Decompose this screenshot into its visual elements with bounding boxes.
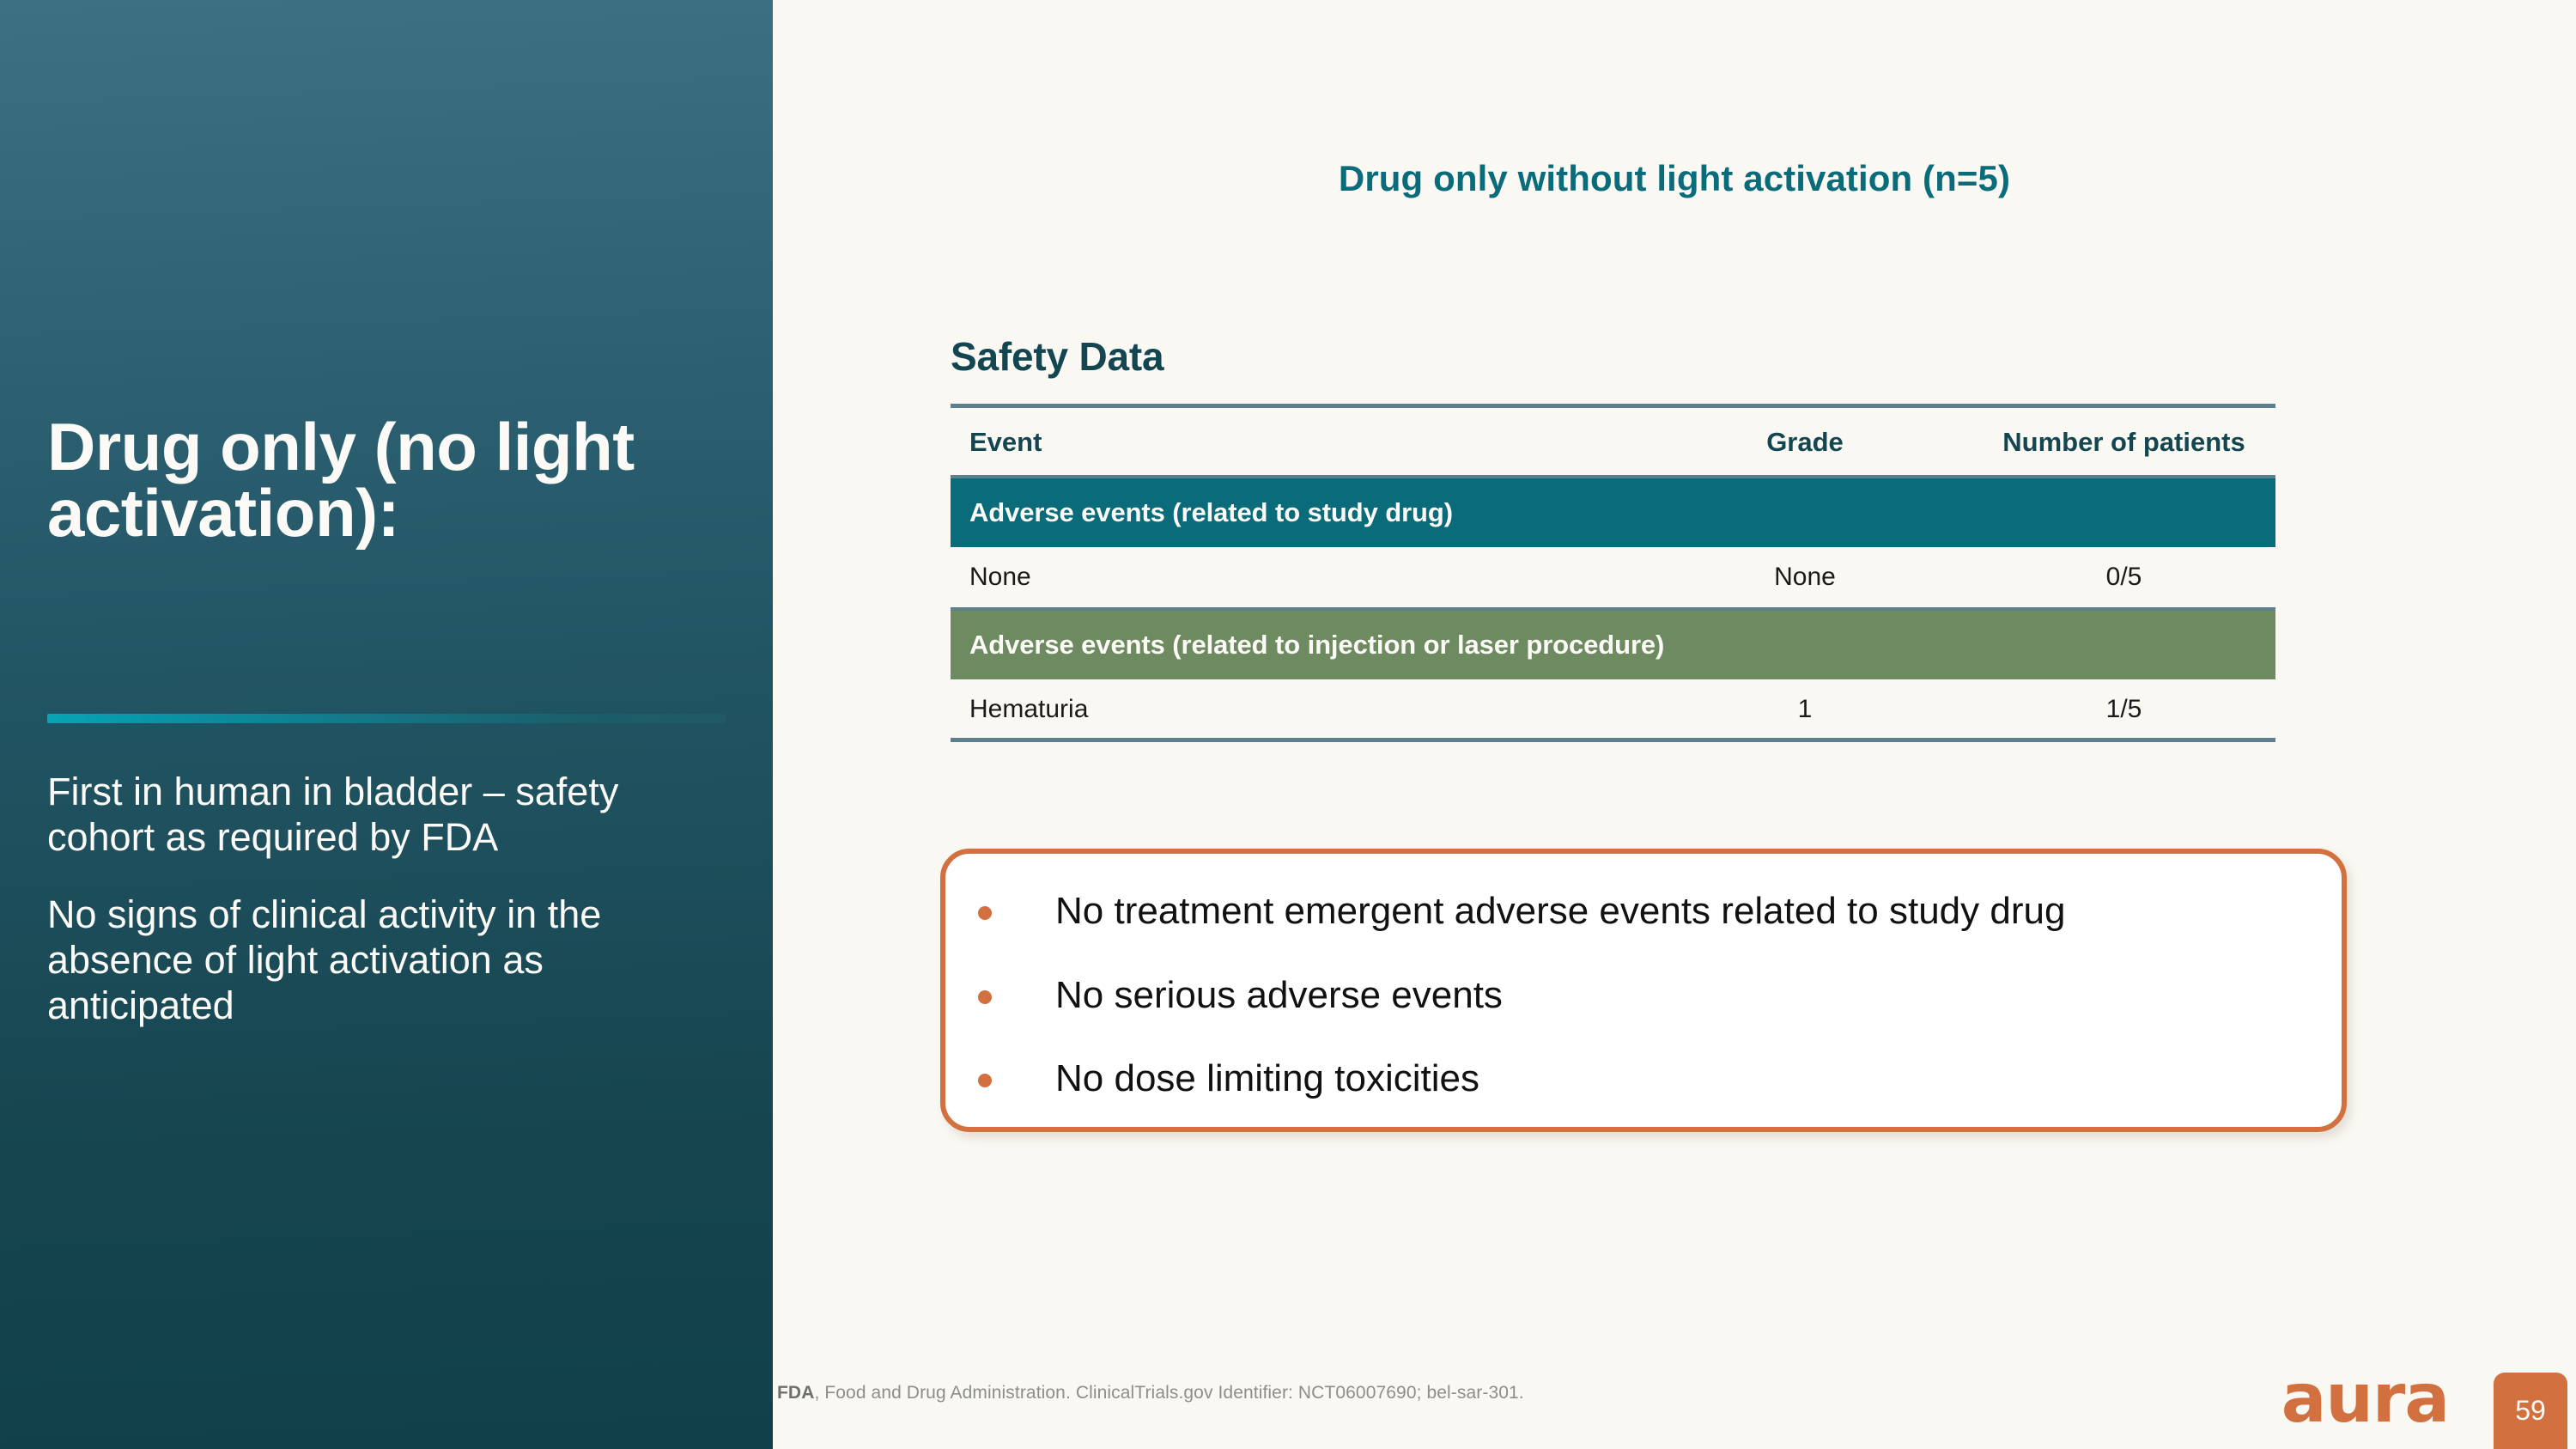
callout-list-item: No dose limiting toxicities xyxy=(945,1057,2342,1101)
sidebar-content: Drug only (no light activation): First i… xyxy=(47,0,726,1449)
cell-grade: 1 xyxy=(1637,679,1972,742)
cell-event: Hematuria xyxy=(951,679,1637,742)
callout-item-text: No serious adverse events xyxy=(1055,973,1503,1016)
table-row: None None 0/5 xyxy=(951,547,2275,609)
safety-data-table: Event Grade Number of patients Adverse e… xyxy=(951,404,2275,742)
sidebar-panel: Drug only (no light activation): First i… xyxy=(0,0,773,1449)
table-section-row-injection-laser: Adverse events (related to injection or … xyxy=(951,607,2275,679)
section-row-label: Adverse events (related to injection or … xyxy=(951,607,2275,679)
callout-item-text: No dose limiting toxicities xyxy=(1055,1057,1479,1100)
column-header-patients: Number of patients xyxy=(1972,404,2275,477)
section-row-label: Adverse events (related to study drug) xyxy=(951,475,2275,547)
table-section-row-study-drug: Adverse events (related to study drug) xyxy=(951,475,2275,547)
column-header-grade: Grade xyxy=(1637,404,1972,477)
table-row: Hematuria 1 1/5 xyxy=(951,679,2275,742)
sidebar-body: First in human in bladder – safety cohor… xyxy=(47,769,665,1028)
main-content: Drug only without light activation (n=5)… xyxy=(773,0,2576,1449)
accent-divider xyxy=(47,714,726,723)
table-header-row: Event Grade Number of patients xyxy=(951,404,2275,477)
aura-logo: aura xyxy=(2281,1361,2450,1438)
sidebar-paragraph-1: First in human in bladder – safety cohor… xyxy=(47,770,619,860)
bullet-dot-icon xyxy=(978,989,992,1004)
table-body: Adverse events (related to study drug) N… xyxy=(951,475,2275,742)
footnote-abbreviation: FDA xyxy=(777,1383,815,1403)
section-heading-safety-data: Safety Data xyxy=(951,334,1164,379)
bullet-dot-icon xyxy=(978,1074,992,1088)
cell-patients: 1/5 xyxy=(1972,679,2275,742)
column-header-event: Event xyxy=(951,404,1637,477)
cell-patients: 0/5 xyxy=(2105,563,2142,591)
key-findings-callout: No treatment emergent adverse events rel… xyxy=(940,849,2347,1132)
cell-grade: None xyxy=(1774,563,1836,591)
callout-item-text: No treatment emergent adverse events rel… xyxy=(1055,890,2066,932)
footnote: FDA, Food and Drug Administration. Clini… xyxy=(777,1383,1524,1403)
bullet-dot-icon xyxy=(978,906,992,920)
callout-list-item: No treatment emergent adverse events rel… xyxy=(945,890,2342,934)
footnote-text: , Food and Drug Administration. Clinical… xyxy=(814,1383,1524,1403)
page-number-badge: 59 xyxy=(2494,1373,2567,1449)
sidebar-paragraph-2: No signs of clinical activity in the abs… xyxy=(47,892,602,1028)
table-header: Event Grade Number of patients xyxy=(951,404,2275,477)
slide-title: Drug only (no light activation): xyxy=(47,409,635,551)
callout-list-item: No serious adverse events xyxy=(945,974,2342,1018)
cell-event: None xyxy=(969,563,1031,591)
callout-list: No treatment emergent adverse events rel… xyxy=(945,890,2342,1101)
content-headline: Drug only without light activation (n=5) xyxy=(1338,158,2011,198)
